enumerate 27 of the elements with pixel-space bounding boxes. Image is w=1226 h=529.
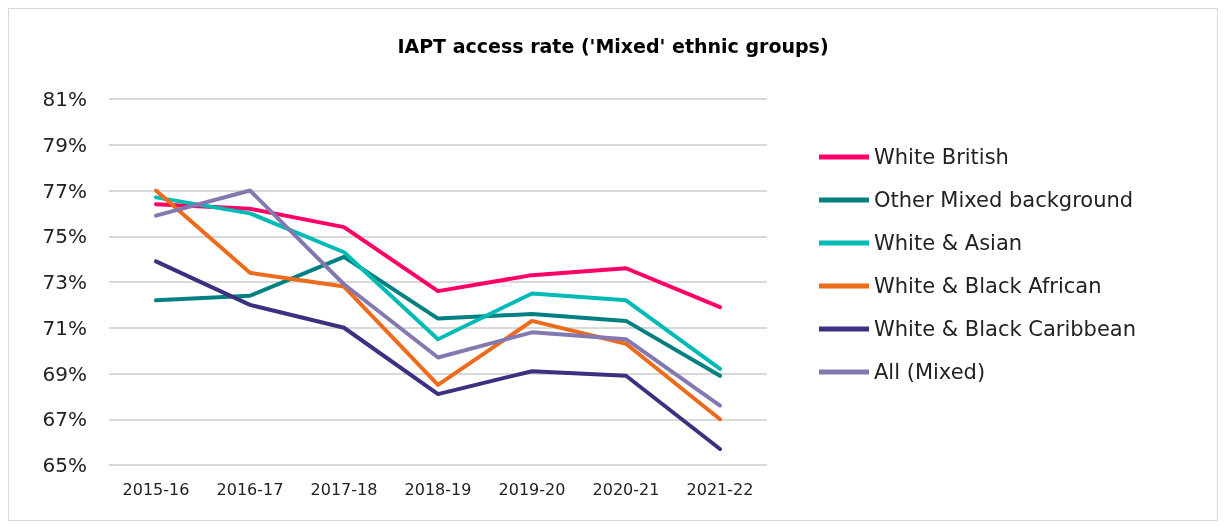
x-tick-label: 2018-19	[404, 479, 472, 499]
y-tick-label: 69%	[42, 361, 87, 386]
x-tick-label: 2020-21	[592, 479, 660, 499]
legend-label: Other Mixed background	[874, 188, 1134, 212]
chart-title: IAPT access rate ('Mixed' ethnic groups)	[397, 34, 829, 57]
legend-label: White & Asian	[874, 231, 1023, 255]
y-tick-label: 81%	[42, 87, 87, 111]
x-tick-label: 2016-17	[216, 479, 284, 499]
legend-label: White & Black African	[874, 274, 1102, 298]
y-tick-label: 79%	[42, 132, 87, 157]
x-tick-label: 2017-18	[310, 479, 378, 499]
x-tick-label: 2021-22	[686, 479, 754, 499]
y-tick-label: 67%	[42, 407, 87, 432]
line-series	[154, 254, 722, 378]
y-tick-label: 77%	[42, 178, 87, 203]
y-tick-label: 75%	[42, 224, 87, 249]
legend-label: White & Black Caribbean	[874, 317, 1137, 341]
y-tick-label: 71%	[42, 315, 87, 340]
legend-label: White British	[874, 145, 1009, 169]
y-tick-label: 65%	[42, 453, 87, 477]
y-tick-label: 73%	[42, 270, 87, 294]
legend-label: All (Mixed)	[874, 360, 986, 384]
x-tick-label: 2019-20	[498, 479, 566, 499]
x-tick-label: 2015-16	[122, 479, 190, 499]
line-series	[154, 195, 722, 371]
line-series	[154, 259, 722, 451]
line-series	[154, 202, 722, 310]
